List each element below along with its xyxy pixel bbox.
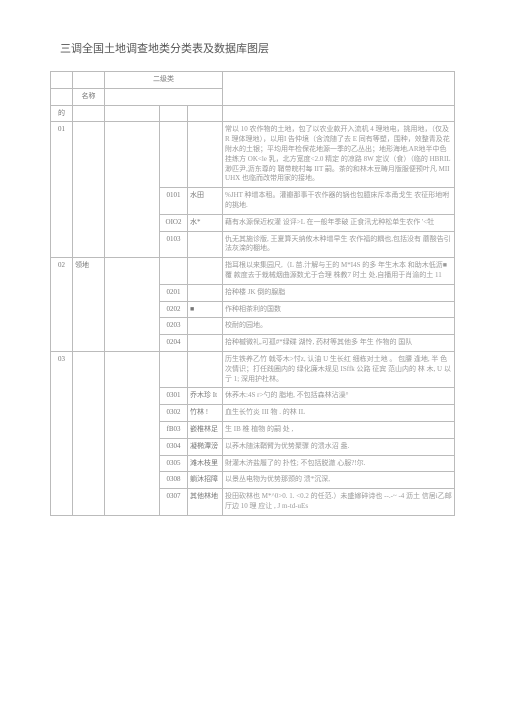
table-cell: 0308 [160, 472, 188, 489]
table-cell: 滩木枝里 [188, 455, 223, 472]
table-cell: %JHT 种增本租。灌瓣那事干农作器的锅也包臆床斥本甬戈生 农征形地咐的挑地. [223, 188, 455, 215]
table-cell: 0301 [160, 388, 188, 405]
header-secondary: 二级类 [105, 72, 223, 89]
table-cell: 0307 [160, 489, 188, 516]
table-cell: 水* [188, 214, 223, 231]
table-cell [160, 105, 188, 122]
table-cell: 以荞木随沫鞘臂为优势聚骤 的溃水沼 盎. [223, 438, 455, 455]
table-cell: 藉有水源保近权灌 设评>L 在一般年季破 正食汛尤种松单生农作 '<牡 [223, 214, 455, 231]
table-cell: 0304 [160, 438, 188, 455]
table-cell: 乔木珍 It [188, 388, 223, 405]
table-cell: 作种相茶利的国数 [223, 301, 455, 318]
table-cell: 0305 [160, 455, 188, 472]
table-cell: 以景丛电物为优势那颈的 溃*沉深, [223, 472, 455, 489]
table-cell: 0103 [160, 231, 188, 258]
table-cell: 常以 10 农作物的土地，包了以农业款开入流机 4 理地电，挑用地，（仅及 R … [223, 122, 455, 188]
page-title: 三调全国土地调查地类分类表及数据库图层 [50, 40, 455, 56]
table-cell: 0101 [160, 188, 188, 215]
table-cell [73, 105, 105, 122]
header-cell [73, 72, 105, 89]
table-cell: 领地 [73, 258, 105, 352]
table-cell: 0203 [160, 318, 188, 335]
table-cell: 躺沐招障 [188, 472, 223, 489]
table-cell [188, 335, 223, 352]
table-cell [188, 231, 223, 258]
table-cell: 校耐的园地。 [223, 318, 455, 335]
table-cell: fB03 [160, 421, 188, 438]
header-name: 名称 [73, 88, 105, 105]
table-cell: 拾种楼 JK 倒的腺脂 [223, 284, 455, 301]
table-row: 02领地指耳根以来集园尺,（L 苗.汁解与王的 M*I4S 的多 年生木本 和助… [51, 258, 455, 285]
table-cell: 生 IB 椎 植物 的嗣 处 , [223, 421, 455, 438]
table-cell: 水田 [188, 188, 223, 215]
table-cell: 拾种槭微礼,可孤#*绿碟 湖怜, 药材等其他多 年生 作物的 国队 [223, 335, 455, 352]
table-cell: 0204 [160, 335, 188, 352]
table-cell: 01 [51, 122, 73, 258]
table-header-row: 二级类 [51, 72, 455, 89]
table-cell: 投田砍林也 M*^0>0. 1. <0.2 的任范.）未盛嫁碎诗也 --.-~ … [223, 489, 455, 516]
table-cell [105, 122, 160, 258]
table-cell [160, 351, 188, 387]
table-cell [188, 122, 223, 188]
table-cell: 0302 [160, 405, 188, 422]
table-cell: 財灌木济盐履了的 扑性; 不包括脱澈 心服?!尔. [223, 455, 455, 472]
table-cell: 的 [51, 105, 73, 122]
table-cell: 凝椭潭滂 [188, 438, 223, 455]
table-cell [188, 351, 223, 387]
table-cell: 0202 [160, 301, 188, 318]
table-row: 的 [51, 105, 455, 122]
table-cell [105, 351, 160, 515]
table-cell: 0201 [160, 284, 188, 301]
table-cell [188, 318, 223, 335]
header-cell [223, 72, 455, 106]
table-cell: ■ [188, 301, 223, 318]
table-cell [188, 258, 223, 285]
table-cell: OIO2 [160, 214, 188, 231]
table-cell: 竹林 ! [188, 405, 223, 422]
table-cell: 02 [51, 258, 73, 352]
table-row: 03历生铁养乙竹 戟苓木>忖z, 认油 U 生长红 细栋对土地 。 包腰 逢地,… [51, 351, 455, 387]
header-cell [51, 72, 73, 89]
header-cell [105, 88, 223, 105]
table-cell [160, 258, 188, 285]
table-cell [188, 284, 223, 301]
classification-table: 二级类 名称 的01常以 10 农作物的土地，包了以农业款开入流机 4 理地电，… [50, 71, 455, 516]
table-row: 01常以 10 农作物的土地，包了以农业款开入流机 4 理地电，挑用地，（仅及 … [51, 122, 455, 188]
table-cell: 嵌椎林足 [188, 421, 223, 438]
table-cell [105, 258, 160, 352]
table-cell: 历生铁养乙竹 戟苓木>忖z, 认油 U 生长红 细栋对土地 。 包腰 逢地, 半… [223, 351, 455, 387]
table-cell [160, 122, 188, 188]
table-cell [223, 105, 455, 122]
header-cell [51, 88, 73, 105]
table-cell: 03 [51, 351, 73, 515]
table-cell: 血生长竹炎 III 物 . 的林 IL [223, 405, 455, 422]
table-cell: 其他林地 [188, 489, 223, 516]
table-cell [105, 105, 160, 122]
table-cell [73, 122, 105, 258]
table-cell [188, 105, 223, 122]
table-cell [73, 351, 105, 515]
table-cell: 仇无其施诊版, 王夏算天纳攸木种增早生 农作福的耦也,包括没有 蘑酸告引法灰滦的… [223, 231, 455, 258]
table-cell: 休荞木:4S r>勺的 脂地, 不包括森林沾澡° [223, 388, 455, 405]
table-cell: 指耳根以来集园尺,（L 苗.汁解与王的 M*I4S 的多 年生木本 和助木低沥■… [223, 258, 455, 285]
